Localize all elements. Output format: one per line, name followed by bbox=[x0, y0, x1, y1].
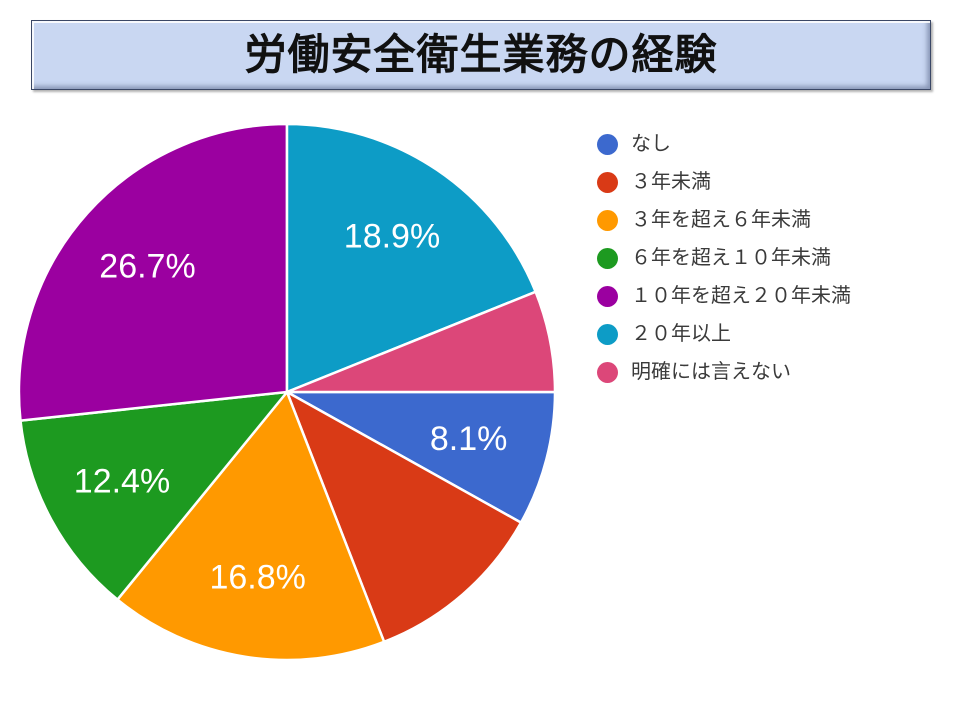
pie-slice-5 bbox=[17, 122, 289, 422]
legend-swatch-icon bbox=[597, 323, 618, 345]
pie-slice-3 bbox=[116, 390, 386, 662]
legend-label: 明確には言えない bbox=[631, 361, 791, 383]
pie-slice-label: 12.4% bbox=[74, 462, 170, 500]
legend-item: ３年未満 bbox=[597, 163, 851, 201]
legend-swatch-icon bbox=[597, 209, 618, 231]
chart-title-bar: 労働安全衛生業務の経験 bbox=[31, 20, 931, 90]
legend-label: なし bbox=[631, 133, 671, 155]
pie-slice-2 bbox=[285, 390, 523, 644]
legend-item: なし bbox=[597, 125, 851, 163]
legend-label: ３年を超え６年未満 bbox=[631, 209, 811, 231]
pie-slice-label: 16.8% bbox=[209, 558, 305, 596]
chart-title: 労働安全衛生業務の経験 bbox=[244, 31, 718, 78]
legend-item: ３年を超え６年未満 bbox=[597, 201, 851, 239]
legend-item: ６年を超え１０年未満 bbox=[597, 239, 851, 277]
legend-label: １０年を超え２０年未満 bbox=[631, 285, 851, 307]
pie-slice-7 bbox=[285, 290, 557, 394]
legend-swatch-icon bbox=[597, 285, 618, 307]
pie-slice-6 bbox=[285, 122, 537, 394]
legend-swatch-icon bbox=[597, 247, 618, 269]
legend-item: 明確には言えない bbox=[597, 353, 851, 391]
legend-label: ２０年以上 bbox=[631, 323, 731, 345]
legend-label: ３年未満 bbox=[631, 171, 711, 193]
legend-item: ２０年以上 bbox=[597, 315, 851, 353]
legend-item: １０年を超え２０年未満 bbox=[597, 277, 851, 315]
pie-slice-label: 26.7% bbox=[99, 248, 195, 286]
legend-swatch-icon bbox=[597, 361, 618, 383]
pie-slice-1 bbox=[285, 390, 557, 524]
pie-slice-4 bbox=[19, 390, 289, 601]
legend-swatch-icon bbox=[597, 171, 618, 193]
pie-slice-label: 18.9% bbox=[344, 218, 440, 256]
legend-label: ６年を超え１０年未満 bbox=[631, 247, 831, 269]
legend: なし ３年未満 ３年を超え６年未満 ６年を超え１０年未満 １０年を超え２０年未満 ２０年以… bbox=[597, 125, 851, 391]
pie-slice-label: 8.1% bbox=[430, 420, 508, 458]
legend-swatch-icon bbox=[597, 133, 618, 155]
